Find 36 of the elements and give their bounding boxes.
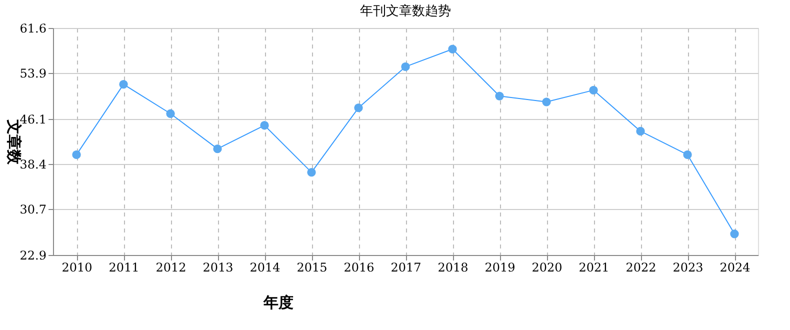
x-tick-label: 2011 (108, 260, 140, 274)
x-tick-label: 2024 (720, 260, 751, 274)
x-tick-label: 2021 (578, 260, 610, 274)
point (119, 80, 128, 89)
y-tick-label: 22.9 (20, 248, 46, 262)
point (636, 126, 645, 136)
point (448, 44, 457, 54)
point (495, 92, 504, 100)
x-tick-label: 2023 (672, 260, 704, 274)
x-axis-title: 年度 (262, 294, 294, 312)
x-tick-label: 2018 (438, 260, 468, 274)
x-tick-label: 2014 (250, 260, 281, 274)
point (683, 150, 692, 160)
point (542, 98, 551, 106)
x-tick-label: 2012 (156, 260, 186, 274)
x-tick-label: 2020 (532, 260, 562, 274)
x-tick-label: 2016 (344, 260, 374, 274)
x-tick-label: 2017 (390, 260, 422, 274)
x-tick-label: 2015 (296, 260, 328, 274)
point (589, 86, 598, 94)
x-tick-label: 2019 (484, 260, 516, 274)
point (166, 109, 175, 118)
point (401, 62, 410, 72)
point (730, 230, 739, 238)
y-tick-label: 53.9 (20, 66, 46, 81)
x-tick-label: 2022 (626, 260, 656, 274)
point (213, 144, 222, 154)
point (72, 150, 81, 160)
x-tick-label: 2013 (202, 260, 234, 274)
chart-title: 年刊文章数趋势 (360, 4, 451, 19)
point (354, 103, 363, 112)
point (307, 168, 316, 177)
x-tick-label: 2010 (62, 260, 92, 274)
point (260, 121, 269, 130)
y-tick-label: 30.7 (20, 202, 46, 217)
y-tick-label: 61.6 (20, 22, 46, 36)
